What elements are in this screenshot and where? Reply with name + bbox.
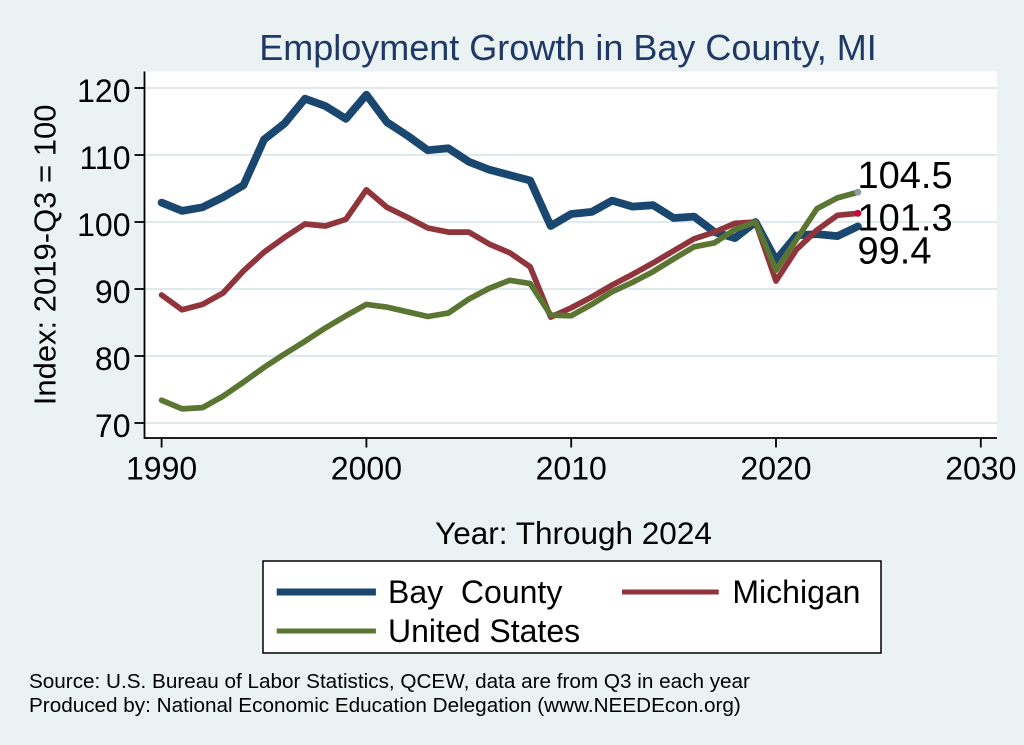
svg-text:United States: United States — [388, 613, 580, 649]
svg-text:99.4: 99.4 — [858, 231, 932, 273]
svg-text:2030: 2030 — [945, 451, 1016, 487]
svg-text:Michigan: Michigan — [732, 574, 860, 610]
svg-text:Bay County: Bay County — [388, 574, 562, 610]
svg-text:Source: U.S. Bureau of Labor S: Source: U.S. Bureau of Labor Statistics,… — [29, 670, 750, 693]
svg-text:70: 70 — [95, 408, 131, 444]
svg-text:1990: 1990 — [126, 451, 197, 487]
svg-text:Year: Through 2024: Year: Through 2024 — [435, 515, 712, 551]
svg-text:2020: 2020 — [740, 451, 811, 487]
svg-text:100: 100 — [77, 207, 130, 243]
svg-text:104.5: 104.5 — [858, 155, 953, 197]
svg-text:2000: 2000 — [331, 451, 402, 487]
svg-text:Index: 2019-Q3 = 100: Index: 2019-Q3 = 100 — [28, 105, 63, 406]
svg-text:120: 120 — [77, 73, 130, 109]
svg-text:80: 80 — [95, 341, 131, 377]
svg-text:2010: 2010 — [536, 451, 607, 487]
svg-text:90: 90 — [95, 274, 131, 310]
svg-text:101.3: 101.3 — [858, 198, 953, 240]
svg-text:Employment Growth in Bay Count: Employment Growth in Bay County, MI — [259, 27, 877, 68]
svg-text:110: 110 — [79, 140, 130, 176]
svg-text:Produced by: National Economic: Produced by: National Economic Education… — [29, 694, 741, 717]
